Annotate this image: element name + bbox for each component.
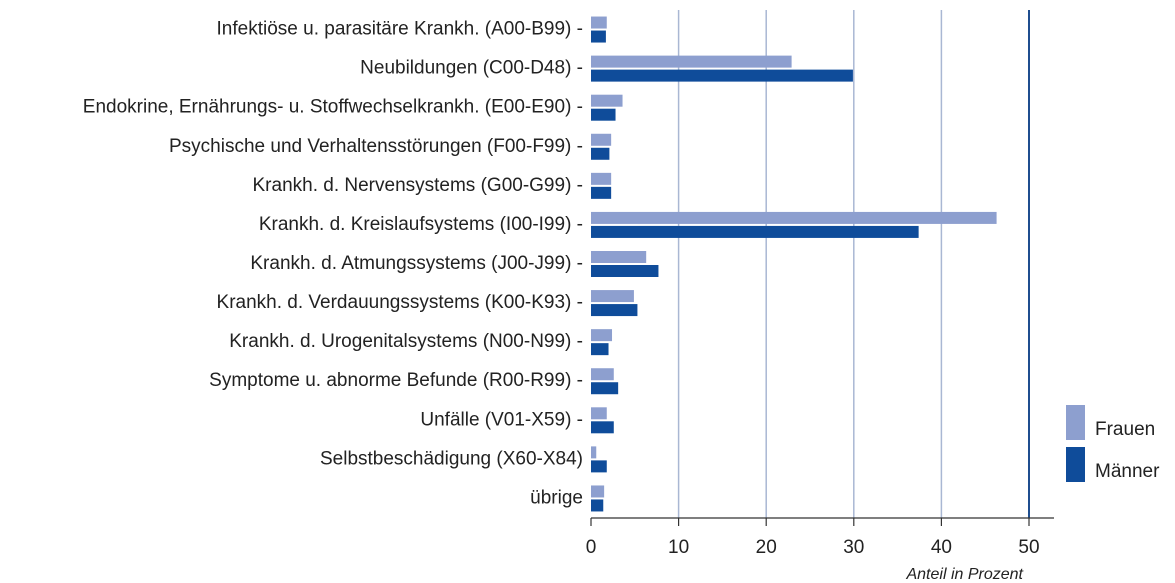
bar [591,172,612,185]
y-tick-label: Krankh. d. Kreislaufsystems (I00-I99) - [259,214,583,235]
bar [591,382,619,395]
y-tick-label: Krankh. d. Urogenitalsystems (N00-N99) - [229,331,583,352]
bar [591,460,607,473]
bar [591,94,623,107]
bar [591,30,606,43]
x-tick-label: 0 [586,537,597,558]
bar [591,407,607,420]
x-axis-label: Anteil in Prozent [905,566,1023,583]
bar [591,368,614,381]
y-tick-label: Krankh. d. Verdauungssystems (K00-K93) - [217,292,583,313]
bar [591,290,634,303]
x-tick-label: 50 [1018,537,1039,558]
bar [591,499,604,512]
bar [591,251,647,263]
bar [591,186,612,199]
x-tick-label: 10 [668,537,689,558]
bar [591,55,792,68]
y-tick-label: Symptome u. abnorme Befunde (R00-R99) - [209,370,583,391]
y-tick-label: Unfälle (V01-X59) - [420,409,583,430]
y-tick-label: Psychische und Verhaltensstörungen (F00-… [169,136,583,157]
x-tick-label: 30 [843,537,864,558]
legend-swatch [1066,447,1085,482]
bar [591,147,610,160]
bar [591,446,597,459]
bar [591,304,638,317]
bar [591,421,614,434]
bar [591,485,605,498]
bar [591,265,659,277]
x-tick-label: 20 [756,537,777,558]
y-tick-label: Neubildungen (C00-D48) - [360,58,583,79]
y-tick-label: Krankh. d. Atmungssystems (J00-J99) - [250,253,583,274]
bar [591,343,609,356]
bar [591,16,607,29]
bar [591,108,616,121]
bar [591,133,612,146]
y-tick-label: Endokrine, Ernährungs- u. Stoffwechselkr… [83,97,583,118]
bar [591,225,919,238]
y-tick-label: Infektiöse u. parasitäre Krankh. (A00-B9… [217,19,583,40]
y-tick-label: übrige [530,487,583,508]
bar [591,211,997,224]
y-tick-label: Selbstbeschädigung (X60-X84) [320,448,583,469]
bar [591,69,853,82]
x-tick-label: 40 [931,537,952,558]
legend-swatch [1066,405,1085,440]
bar [591,329,613,342]
y-tick-label: Krankh. d. Nervensystems (G00-G99) - [253,175,584,196]
legend-label: Frauen [1095,419,1155,440]
legend-label: Männer [1095,461,1160,482]
